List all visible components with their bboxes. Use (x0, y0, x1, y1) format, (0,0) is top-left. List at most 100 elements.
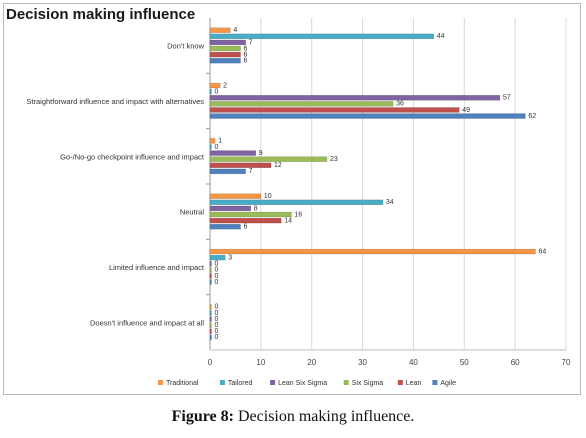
bar (209, 205, 251, 212)
data-label: 0 (215, 328, 219, 335)
data-label: 0 (215, 310, 219, 317)
bar (209, 217, 282, 224)
bar (209, 156, 328, 162)
data-label: 62 (528, 113, 536, 120)
bar (209, 162, 272, 168)
bar (209, 138, 216, 144)
data-label: 0 (215, 322, 219, 329)
bar (209, 193, 262, 199)
data-label: 10 (264, 193, 272, 200)
category-label: Neutral (180, 208, 205, 217)
data-label: 14 (284, 217, 292, 224)
data-label: 0 (215, 304, 219, 311)
data-label: 0 (215, 316, 219, 323)
data-label: 9 (259, 150, 263, 157)
bar (209, 33, 435, 40)
bar (209, 150, 257, 156)
data-label: 0 (215, 273, 219, 280)
data-label: 1 (218, 138, 222, 145)
bar (209, 88, 212, 95)
data-label: 4 (233, 27, 237, 34)
bar (209, 261, 212, 267)
category-label: Limited influence and impact (109, 263, 205, 272)
x-tick-label: 10 (256, 358, 265, 367)
data-label: 0 (215, 89, 219, 96)
legend-swatch (158, 380, 163, 385)
bar (209, 224, 241, 230)
figure-caption-text: Decision making influence. (237, 408, 415, 425)
bar (209, 51, 241, 58)
chart-frame (3, 3, 581, 395)
bar (209, 267, 212, 273)
bar (209, 82, 221, 89)
category-label: Don't know (167, 42, 204, 51)
data-label: 0 (215, 267, 219, 274)
x-tick-label: 50 (460, 358, 469, 367)
data-label: 7 (249, 39, 253, 46)
data-label: 3 (228, 255, 232, 262)
bar (209, 304, 212, 310)
data-label: 7 (249, 168, 253, 175)
bar (209, 334, 212, 341)
bar (209, 316, 212, 322)
data-label: 44 (437, 33, 445, 40)
legend-label: Six Sigma (352, 380, 384, 387)
data-label: 34 (386, 199, 394, 206)
legend-label: Agile (440, 380, 456, 387)
x-tick-label: 70 (562, 358, 571, 367)
bar (209, 144, 212, 150)
bar (209, 58, 241, 64)
bar (209, 107, 460, 113)
data-label: 6 (244, 45, 248, 52)
data-label: 6 (244, 224, 248, 231)
bar (209, 254, 226, 261)
bar (209, 279, 212, 285)
data-label: 64 (538, 248, 546, 255)
data-label: 0 (215, 279, 219, 286)
data-label: 12 (274, 162, 282, 169)
x-tick-label: 20 (307, 358, 316, 367)
category-label: Doesn't influence and impact at all (90, 318, 204, 327)
data-label: 6 (244, 58, 248, 65)
legend-swatch (397, 380, 403, 385)
bar (209, 39, 246, 46)
data-label: 16 (294, 211, 302, 218)
data-label: 49 (462, 107, 470, 114)
x-tick-label: 30 (358, 358, 367, 367)
figure-caption: Figure 8: Decision making influence. (0, 408, 586, 426)
bar (209, 248, 536, 255)
data-label: 6 (244, 51, 248, 58)
bar (209, 273, 212, 279)
category-label: Go-/No-go checkpoint influence and impac… (60, 152, 205, 161)
bar (209, 310, 212, 316)
x-tick-label: 60 (511, 358, 520, 367)
category-label: Straightforward influence and impact wit… (26, 97, 204, 106)
bar (209, 101, 394, 107)
legend-label: Traditional (166, 380, 199, 387)
legend-label: Tailored (228, 380, 253, 387)
bar (209, 113, 526, 119)
data-label: 2 (223, 82, 227, 89)
bar (209, 95, 501, 101)
figure-label: Figure 8: (171, 408, 234, 425)
data-label: 0 (215, 334, 219, 341)
data-label: 0 (215, 261, 219, 268)
data-label: 36 (396, 101, 404, 108)
legend-label: Lean Six Sigma (278, 380, 327, 387)
legend-swatch (432, 380, 438, 385)
bar (209, 322, 212, 328)
data-label: 57 (503, 95, 511, 102)
legend-swatch (343, 380, 349, 385)
bar (209, 168, 246, 175)
bar (209, 211, 292, 218)
x-tick-label: 0 (208, 358, 213, 367)
data-label: 8 (254, 205, 258, 212)
bar (209, 199, 384, 206)
legend-swatch (270, 380, 276, 385)
bar (209, 328, 212, 334)
data-label: 23 (330, 156, 338, 163)
x-tick-label: 40 (409, 358, 418, 367)
bar (209, 27, 231, 33)
data-label: 0 (215, 144, 219, 151)
